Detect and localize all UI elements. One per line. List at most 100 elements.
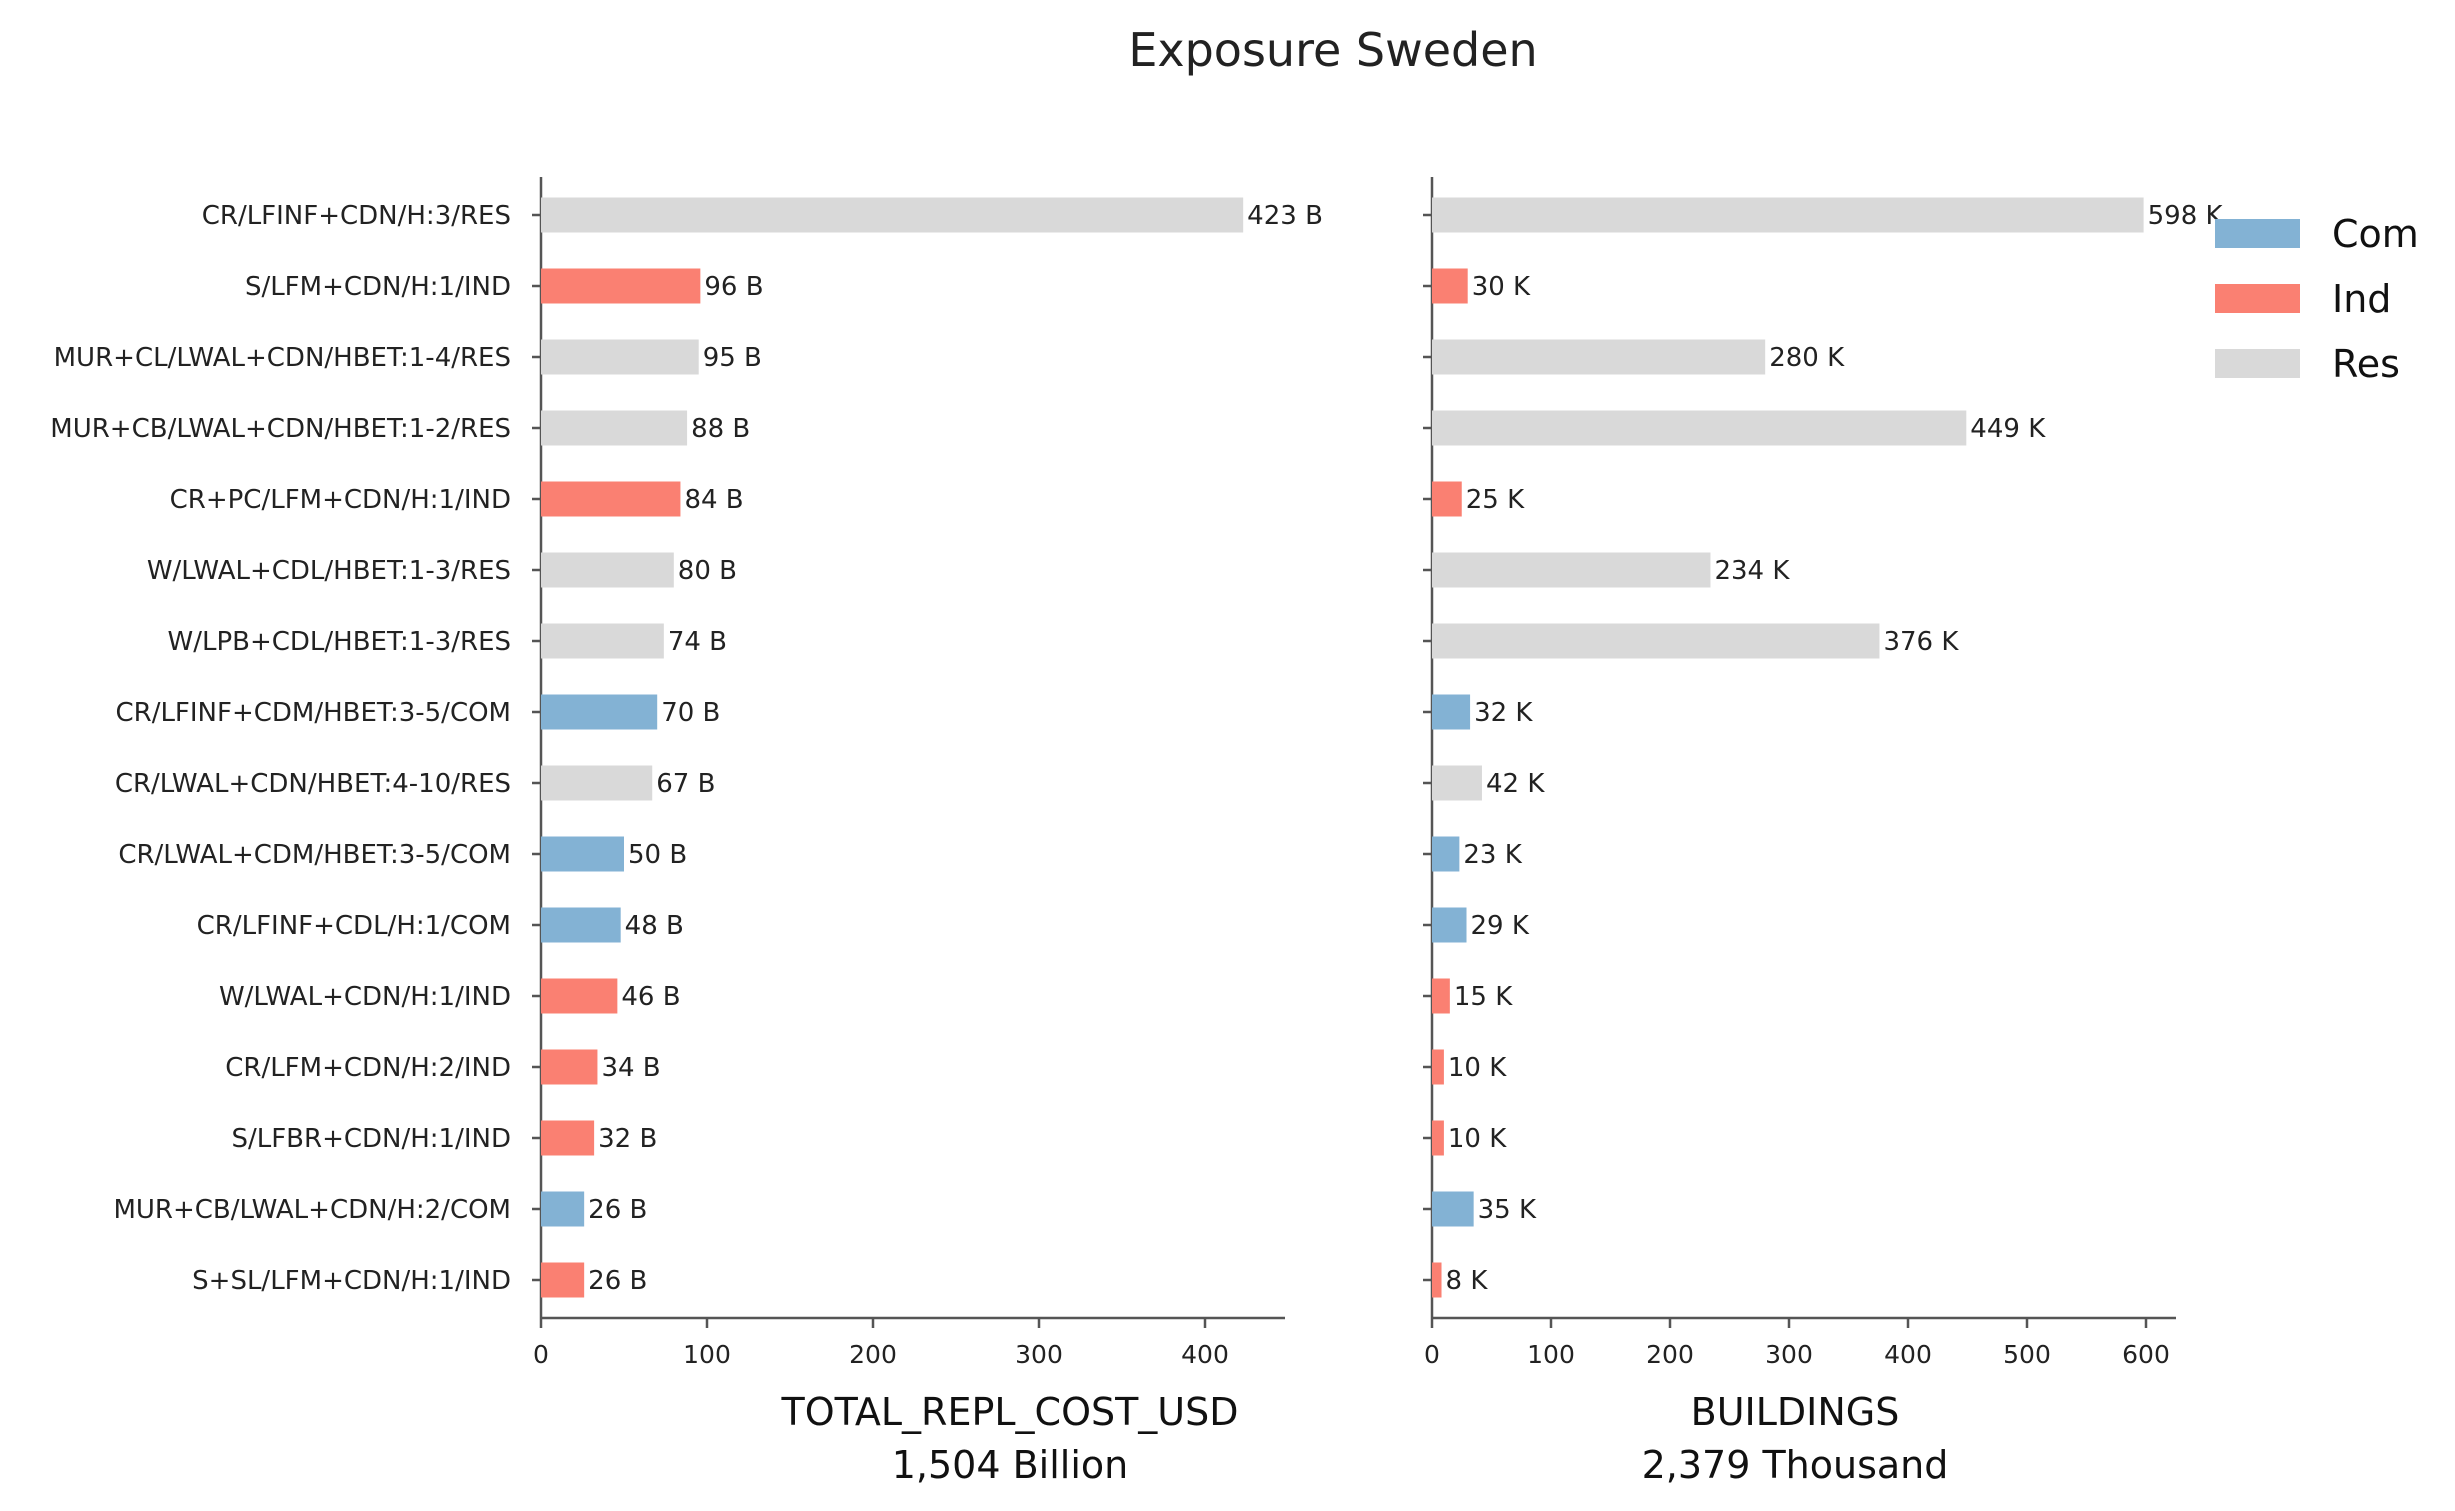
x-tick-label: 200 — [1646, 1340, 1694, 1369]
bar — [541, 481, 681, 517]
x-tick-label: 100 — [683, 1340, 731, 1369]
bar — [1432, 765, 1482, 801]
bar-value-label: 32 K — [1474, 698, 1533, 728]
bar — [541, 623, 664, 659]
bar-value-label: 48 B — [625, 911, 684, 941]
bar-value-label: 80 B — [678, 556, 737, 586]
bar-value-label: 10 K — [1448, 1124, 1507, 1154]
legend-swatch — [2215, 219, 2300, 248]
legend: Com Ind Res — [2215, 212, 2419, 386]
bar — [541, 765, 653, 801]
category-label: W/LPB+CDL/HBET:1-3/RES — [168, 627, 512, 657]
bar — [1432, 836, 1460, 872]
bar-value-label: 46 B — [621, 982, 680, 1012]
bar-value-label: 234 K — [1714, 556, 1790, 586]
category-label: MUR+CL/LWAL+CDN/HBET:1-4/RES — [54, 343, 511, 373]
bar — [1432, 1049, 1444, 1085]
bar — [1432, 978, 1450, 1014]
x-tick-label: 0 — [533, 1340, 549, 1369]
category-label: CR+PC/LFM+CDN/H:1/IND — [170, 485, 511, 515]
category-label: S+SL/LFM+CDN/H:1/IND — [192, 1266, 511, 1296]
x-axis-label: BUILDINGS — [1691, 1390, 1900, 1434]
bar — [541, 197, 1244, 233]
bar — [541, 907, 621, 943]
bar — [541, 410, 688, 446]
bar — [541, 836, 624, 872]
x-tick-label: 600 — [2122, 1340, 2170, 1369]
bar — [1432, 623, 1880, 659]
bar-value-label: 84 B — [684, 485, 743, 515]
bar — [1432, 481, 1462, 517]
category-label: MUR+CB/LWAL+CDN/H:2/COM — [113, 1195, 511, 1225]
category-label: CR/LFM+CDN/H:2/IND — [225, 1053, 511, 1083]
bar-value-label: 74 B — [668, 627, 727, 657]
bar — [541, 1191, 585, 1227]
x-tick-label: 100 — [1527, 1340, 1575, 1369]
x-tick-label: 400 — [1884, 1340, 1932, 1369]
bar-value-label: 42 K — [1486, 769, 1545, 799]
category-label: MUR+CB/LWAL+CDN/HBET:1-2/RES — [50, 414, 511, 444]
x-axis-total: 1,504 Billion — [892, 1443, 1129, 1487]
legend-label: Com — [2332, 212, 2419, 256]
x-axis-total: 2,379 Thousand — [1642, 1443, 1949, 1487]
bar — [1432, 1191, 1474, 1227]
chart-title: Exposure Sweden — [1128, 23, 1537, 77]
bar-value-label: 96 B — [704, 272, 763, 302]
legend-label: Ind — [2332, 277, 2391, 321]
bar-value-label: 95 B — [703, 343, 762, 373]
bar — [541, 978, 618, 1014]
bar-value-label: 598 K — [2148, 201, 2224, 231]
x-axis-label: TOTAL_REPL_COST_USD — [780, 1390, 1238, 1434]
bar-value-label: 29 K — [1471, 911, 1530, 941]
bar — [541, 339, 699, 375]
bar-value-label: 50 B — [628, 840, 687, 870]
category-label: CR/LFINF+CDL/H:1/COM — [197, 911, 511, 941]
bar — [1432, 1262, 1442, 1298]
bar-value-label: 35 K — [1478, 1195, 1537, 1225]
x-tick-label: 300 — [1015, 1340, 1063, 1369]
bar-value-label: 15 K — [1454, 982, 1513, 1012]
legend-label: Res — [2332, 342, 2400, 386]
category-label: S/LFM+CDN/H:1/IND — [245, 272, 511, 302]
bar-value-label: 10 K — [1448, 1053, 1507, 1083]
bar-value-label: 67 B — [656, 769, 715, 799]
bar-value-label: 423 B — [1247, 201, 1323, 231]
category-label: CR/LWAL+CDN/HBET:4-10/RES — [115, 769, 511, 799]
x-tick-label: 0 — [1424, 1340, 1440, 1369]
bar-value-label: 34 B — [601, 1053, 660, 1083]
buildings-panel: 598 K 30 K 280 K 449 K 25 K 234 K 376 K 32 K 42 … — [1423, 177, 2224, 1487]
category-label: CR/LWAL+CDM/HBET:3-5/COM — [118, 840, 511, 870]
bar-value-label: 26 B — [588, 1266, 647, 1296]
bar — [541, 268, 701, 304]
bar — [541, 1262, 585, 1298]
bar-value-label: 88 B — [691, 414, 750, 444]
legend-swatch — [2215, 349, 2300, 378]
category-label: CR/LFINF+CDN/H:3/RES — [202, 201, 511, 231]
bar-value-label: 32 B — [598, 1124, 657, 1154]
category-label: S/LFBR+CDN/H:1/IND — [231, 1124, 511, 1154]
bar-value-label: 23 K — [1463, 840, 1522, 870]
x-tick-label: 500 — [2003, 1340, 2051, 1369]
replacement-cost-panel: 423 B CR/LFINF+CDN/H:3/RES 96 B S/LFM+CDN/H… — [50, 177, 1323, 1487]
bar — [541, 1120, 595, 1156]
x-tick-label: 400 — [1181, 1340, 1229, 1369]
category-label: W/LWAL+CDN/H:1/IND — [219, 982, 511, 1012]
legend-swatch — [2215, 284, 2300, 313]
bar — [541, 1049, 598, 1085]
bar — [1432, 268, 1468, 304]
bar — [1432, 907, 1467, 943]
bar — [1432, 339, 1766, 375]
bar-value-label: 26 B — [588, 1195, 647, 1225]
bar — [541, 694, 658, 730]
bar-value-label: 376 K — [1883, 627, 1959, 657]
bar-value-label: 280 K — [1769, 343, 1845, 373]
bar — [1432, 1120, 1444, 1156]
x-tick-label: 300 — [1765, 1340, 1813, 1369]
bar — [1432, 552, 1711, 588]
bar-value-label: 70 B — [661, 698, 720, 728]
category-label: CR/LFINF+CDM/HBET:3-5/COM — [115, 698, 511, 728]
bar-value-label: 30 K — [1472, 272, 1531, 302]
bar-value-label: 449 K — [1970, 414, 2046, 444]
bar — [1432, 410, 1967, 446]
